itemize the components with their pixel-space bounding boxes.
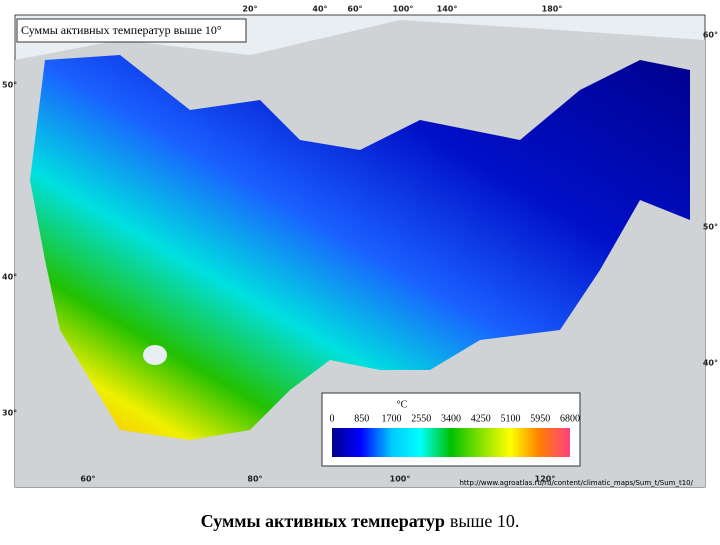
legend-tick-label: 0 <box>330 413 335 424</box>
legend-tick-label: 1700 <box>382 413 402 424</box>
legend: °C 0 850 1700 2550 3400 4250 5100 5950 6800 <box>321 392 581 467</box>
map-title-box <box>16 18 247 43</box>
longitude-label: 120° <box>535 475 556 484</box>
longitude-label: 20° <box>242 5 257 14</box>
latitude-label: 40° <box>2 273 17 282</box>
longitude-label: 80° <box>247 475 262 484</box>
longitude-label: 100° <box>390 475 411 484</box>
legend-tick-label: 850 <box>354 413 369 424</box>
legend-tick-label: 2550 <box>411 413 431 424</box>
temperature-field <box>30 55 690 440</box>
legend-tick-label: 5950 <box>530 413 550 424</box>
caption: Суммы активных температур выше 10. <box>201 511 520 531</box>
caption-rest: выше 10. <box>450 511 519 531</box>
map-title: Суммы активных температур выше 10° <box>21 23 222 37</box>
legend-tick-label: 3400 <box>441 413 461 424</box>
longitude-label: 40° <box>312 5 327 14</box>
source-url: http://www.agroatlas.ru/ru/content/clima… <box>459 479 693 487</box>
caption-bold: Суммы активных температур <box>201 511 445 531</box>
color-bar <box>332 428 570 457</box>
legend-tick-label: 6800 <box>560 413 580 424</box>
legend-tick-label: 4250 <box>471 413 491 424</box>
latitude-label: 30° <box>2 409 17 418</box>
latitude-label: 60° <box>703 31 718 40</box>
legend-unit: °C <box>397 399 408 410</box>
longitude-label: 180° <box>542 5 563 14</box>
longitude-label: 140° <box>437 5 458 14</box>
latitude-label: 50° <box>2 81 17 90</box>
latitude-label: 50° <box>703 223 718 232</box>
latitude-label: 40° <box>703 359 718 368</box>
longitude-label: 60° <box>347 5 362 14</box>
longitude-label: 100° <box>393 5 414 14</box>
caspian-sea <box>143 345 167 365</box>
legend-tick-label: 5100 <box>501 413 521 424</box>
longitude-label: 60° <box>80 475 95 484</box>
